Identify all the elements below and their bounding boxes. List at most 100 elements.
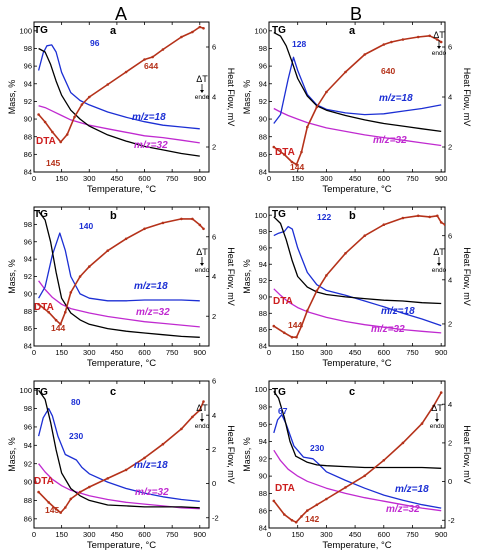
- x-tick-label: 600: [138, 174, 151, 183]
- x-tick-label: 0: [267, 174, 271, 183]
- dta-point: [161, 442, 165, 446]
- tg-label: TG: [34, 209, 48, 220]
- series-line-dta: [273, 215, 445, 338]
- dta-point: [88, 485, 91, 489]
- y2-tick-label: 4: [448, 400, 452, 409]
- y-tick-label: 100: [19, 386, 32, 395]
- y2-tick-label: 2: [212, 312, 216, 321]
- dta-point: [124, 468, 128, 472]
- series-line-mz32: [38, 463, 200, 510]
- series-line-mz32: [273, 107, 442, 147]
- y2-tick-label: 2: [448, 320, 452, 329]
- series-line-tg: [38, 210, 200, 338]
- tg-label: TG: [34, 25, 48, 36]
- y-tick-label: 86: [259, 506, 267, 515]
- dta-point: [73, 115, 76, 119]
- y-tick-label: 86: [259, 150, 267, 159]
- dta-point: [325, 90, 328, 94]
- y-tick-label: 94: [259, 260, 267, 269]
- endo-label: endo: [195, 94, 210, 101]
- mz18-label: m/z=18: [134, 460, 168, 471]
- dta-point: [382, 43, 386, 46]
- peak-annotation: 230: [69, 431, 83, 441]
- dta-point: [390, 40, 393, 44]
- series-line-dta: [38, 401, 205, 514]
- y-tick-label: 96: [24, 62, 32, 71]
- x-tick-label: 300: [83, 530, 96, 539]
- dta-point: [382, 459, 386, 462]
- peak-annotation: 230: [310, 443, 324, 453]
- peak-annotation: 122: [317, 212, 331, 222]
- dta-point: [191, 217, 194, 221]
- x-tick-label: 600: [378, 348, 391, 357]
- y-tick-label: 98: [259, 403, 267, 412]
- x-tick-label: 750: [166, 530, 179, 539]
- y-tick-label: 90: [24, 478, 32, 487]
- mz32-label: m/z=32: [373, 135, 407, 146]
- panel-ab: 0 150 300 450 600 750 900 84 86 88 90 92 94 96 98 2 4 6 Te…: [7, 206, 236, 369]
- x-tick-label: 450: [349, 174, 362, 183]
- dta-point: [54, 318, 58, 322]
- y2-tick-label: 2: [448, 143, 452, 152]
- dta-point: [64, 310, 67, 314]
- dta-point: [54, 507, 58, 511]
- y-tick-label: 94: [24, 79, 32, 88]
- dta-label: DTA: [36, 136, 56, 147]
- plot-frame: [268, 380, 446, 529]
- dta-point: [124, 70, 128, 74]
- endo-label: endo: [195, 423, 210, 430]
- dta-point: [272, 324, 276, 328]
- y-tick-label: 84: [24, 342, 32, 351]
- dta-point: [202, 27, 205, 30]
- dta-point: [315, 289, 319, 293]
- series-line-tg: [38, 47, 200, 157]
- y2-tick-label: 6: [448, 43, 452, 52]
- panels-group: 0 150 300 450 600 750 900848688909294969810024…: [7, 21, 472, 550]
- dta-label: DTA: [34, 476, 54, 487]
- y2-tick-label: 4: [212, 411, 216, 420]
- panel-aa: 0 150 300 450 600 750 900 84 86 88 90 92 94 96 98 100 2 4…: [7, 21, 236, 195]
- dta-point: [161, 48, 165, 51]
- series-line-mz18: [37, 407, 200, 503]
- y-tick-label: 92: [24, 97, 32, 106]
- endo-label: endo: [195, 267, 210, 274]
- y-tick-label: 88: [24, 307, 32, 316]
- dta-point: [294, 520, 298, 524]
- y2-tick-label: 2: [212, 143, 216, 152]
- endo-label: endo: [432, 267, 447, 274]
- dta-point: [436, 214, 439, 218]
- dta-point: [306, 309, 309, 313]
- dta-point: [344, 252, 347, 255]
- x-tick-label: 150: [291, 348, 304, 357]
- mz18-label: m/z=18: [395, 484, 429, 495]
- dta-point: [59, 511, 62, 514]
- dta-point: [306, 125, 309, 129]
- y-tick-label: 92: [24, 459, 32, 468]
- y-tick-label: 96: [259, 243, 267, 252]
- y-tick-label: 100: [254, 385, 267, 394]
- y2-tick-label: 6: [212, 43, 216, 52]
- dta-point: [272, 145, 276, 149]
- column-label-b: B: [350, 4, 362, 24]
- tg-label: TG: [272, 387, 286, 398]
- peak-annotation: 67: [278, 406, 288, 416]
- peak-annotation: 644: [144, 61, 158, 71]
- y-tick-label: 94: [259, 79, 267, 88]
- dta-point: [88, 265, 91, 268]
- plot-frame: [33, 21, 210, 173]
- x-tick-label: 150: [291, 530, 304, 539]
- series-line-tg: [273, 391, 442, 469]
- y2-axis-title: Heat Flow, mV: [462, 247, 472, 306]
- tg-label: TG: [272, 209, 286, 220]
- mz32-label: m/z=32: [371, 324, 405, 335]
- dta-point: [315, 503, 319, 507]
- x-axis-title: Temperature, °C: [322, 184, 391, 195]
- dta-point: [143, 227, 146, 231]
- y2-tick-label: 0: [212, 479, 216, 488]
- dta-point: [290, 519, 294, 522]
- mz32-label: m/z=32: [135, 487, 169, 498]
- y-tick-label: 94: [24, 255, 32, 264]
- dta-point: [363, 53, 367, 56]
- series-line-tg: [273, 216, 442, 305]
- x-tick-label: 750: [406, 348, 419, 357]
